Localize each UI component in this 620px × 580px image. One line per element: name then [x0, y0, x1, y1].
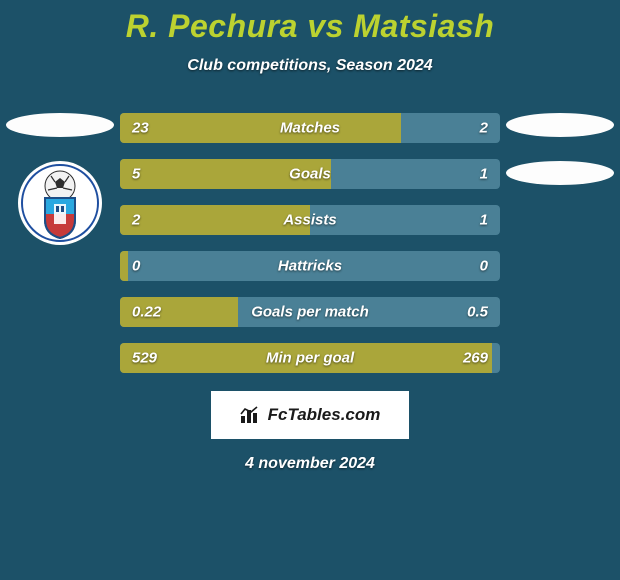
player-ellipse: [506, 161, 614, 185]
stat-bar: 0.22 0.5 Goals per match: [120, 297, 500, 327]
club-logo: [18, 161, 102, 245]
stat-label: Min per goal: [266, 350, 354, 367]
stat-label: Goals per match: [251, 304, 369, 321]
stat-label: Matches: [280, 120, 340, 137]
stat-value-left: 529: [132, 350, 157, 367]
stat-value-right: 1: [480, 212, 488, 229]
footer-date: 4 november 2024: [0, 455, 620, 473]
stat-value-left: 5: [132, 166, 140, 183]
stat-label: Goals: [289, 166, 331, 183]
stat-bar-left-segment: [120, 251, 128, 281]
title-vs: vs: [298, 8, 353, 44]
comparison-bars: 23 2 Matches 5 1 Goals 2 1 Assists 0 0 Hattricks 0.2…: [120, 113, 500, 373]
stat-value-right: 0: [480, 258, 488, 275]
page-subtitle: Club competitions, Season 2024: [0, 57, 620, 75]
stat-bar: 0 0 Hattricks: [120, 251, 500, 281]
stat-value-right: 269: [463, 350, 488, 367]
player-ellipse: [6, 113, 114, 137]
stat-value-right: 0.5: [467, 304, 488, 321]
stat-value-left: 23: [132, 120, 149, 137]
stat-label: Hattricks: [278, 258, 342, 275]
stat-bar: 2 1 Assists: [120, 205, 500, 235]
stat-value-left: 0: [132, 258, 140, 275]
stat-value-right: 1: [480, 166, 488, 183]
stat-bar: 23 2 Matches: [120, 113, 500, 143]
stat-bar: 529 269 Min per goal: [120, 343, 500, 373]
left-player-column: [0, 113, 120, 245]
bars-icon: [240, 406, 262, 424]
source-badge-text: FcTables.com: [268, 405, 381, 425]
title-player-right: Matsiash: [353, 8, 494, 44]
title-player-left: R. Pechura: [126, 8, 298, 44]
stat-value-right: 2: [480, 120, 488, 137]
stat-bar-left-segment: [120, 205, 310, 235]
player-ellipse: [506, 113, 614, 137]
right-player-column: [500, 113, 620, 185]
stat-bar-left-segment: [120, 113, 401, 143]
comparison-infographic: R. Pechura vs Matsiash Club competitions…: [0, 0, 620, 580]
stat-bar: 5 1 Goals: [120, 159, 500, 189]
content-area: 23 2 Matches 5 1 Goals 2 1 Assists 0 0 Hattricks 0.2…: [0, 113, 620, 473]
source-badge: FcTables.com: [211, 391, 409, 439]
stat-value-left: 2: [132, 212, 140, 229]
club-logo-icon: [21, 164, 99, 242]
stat-label: Assists: [283, 212, 336, 229]
stat-value-left: 0.22: [132, 304, 161, 321]
page-title: R. Pechura vs Matsiash: [0, 8, 620, 45]
